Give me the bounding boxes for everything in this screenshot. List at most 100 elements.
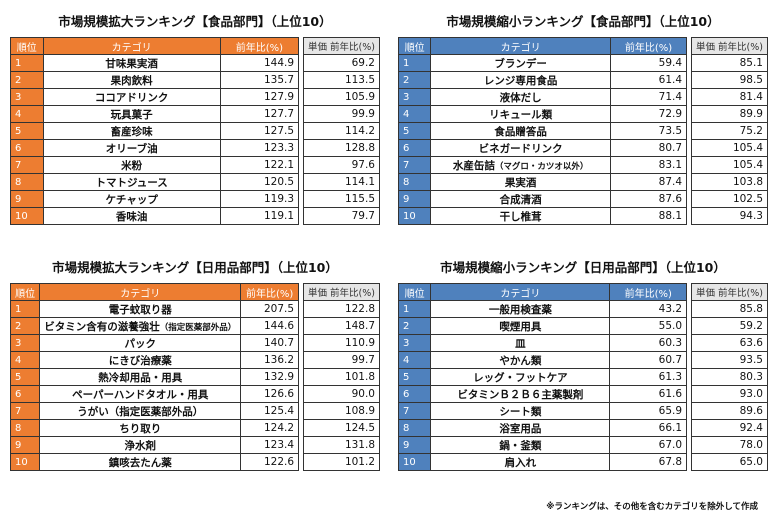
- rank-cell: 6: [397, 385, 432, 403]
- yoy-cell: 140.7: [240, 334, 300, 352]
- table-row: 115.5: [303, 190, 380, 208]
- rank-cell: 5: [9, 368, 41, 386]
- table-row: 105.4: [691, 156, 768, 174]
- rank-cell: 10: [397, 207, 432, 225]
- category-name: ちり取り: [119, 422, 162, 435]
- rank-cell: 1: [397, 300, 432, 318]
- table-row: 3 液体だし 71.4: [397, 88, 688, 106]
- panel-title: 市場規模縮小ランキング【日用品部門】（上位10）: [440, 260, 726, 275]
- unit-price-cell: 93.5: [691, 351, 768, 369]
- category-name: 合成清酒: [499, 193, 542, 206]
- table-row: 114.2: [303, 122, 380, 140]
- unit-price-cell: 93.0: [691, 385, 768, 403]
- category-cell: パック: [39, 334, 242, 352]
- category-name: ブランデー: [494, 57, 547, 70]
- category-cell: 浴室用品: [430, 419, 611, 437]
- category-cell: ブランデー: [430, 54, 612, 72]
- category-cell: 干し椎茸: [430, 207, 612, 225]
- rank-cell: 3: [10, 88, 44, 106]
- rank-header: 順位: [10, 37, 44, 55]
- category-cell: 食品贈答品: [430, 122, 612, 140]
- table-row: 85.8: [691, 300, 768, 318]
- yoy-cell: 135.7: [219, 71, 300, 89]
- category-name: 皿: [515, 337, 526, 350]
- category-name: リキュール類: [489, 108, 553, 121]
- category-cell: レッグ・フットケア: [430, 368, 611, 386]
- table-row: 10 肩入れ 67.8: [397, 453, 688, 471]
- table-row: 108.9: [303, 402, 380, 420]
- yoy-cell: 55.0: [609, 317, 688, 335]
- yoy-cell: 43.2: [609, 300, 688, 318]
- table-row: 10 干し椎茸 88.1: [397, 207, 688, 225]
- category-name: ケチャップ: [105, 193, 158, 206]
- table-row: 89.9: [691, 105, 768, 123]
- category-name: 玩具菓子: [110, 108, 153, 121]
- table-row: 1 ブランデー 59.4: [397, 54, 688, 72]
- table-row: 102.5: [691, 190, 768, 208]
- rank-cell: 2: [397, 71, 432, 89]
- unit-price-table: 単価 前年比(%) 85.1 98.5 81.4 89.9 75.2 105.4 105.4 1…: [691, 37, 768, 225]
- category-cell: ケチャップ: [42, 190, 221, 208]
- table-row: 8 果実酒 87.4: [397, 173, 688, 191]
- rank-cell: 4: [397, 105, 432, 123]
- category-name: 肩入れ: [504, 456, 537, 469]
- table-row: 8 トマトジュース 120.5: [10, 173, 300, 191]
- table-row: 6 オリーブ油 123.3: [10, 139, 300, 157]
- table-row: 75.2: [691, 122, 768, 140]
- yoy-cell: 124.2: [240, 419, 300, 437]
- yoy-cell: 61.3: [609, 368, 688, 386]
- rank-cell: 5: [10, 122, 44, 140]
- table-row: 99.9: [303, 105, 380, 123]
- table-row: 10 鎮咳去たん薬 122.6: [9, 453, 300, 471]
- table-row: 5 熱冷却用品・用具 132.9: [9, 368, 300, 386]
- category-cell: 果肉飲料: [42, 71, 221, 89]
- header-row: 順位 カテゴリ 前年比(%): [10, 37, 300, 55]
- unit-price-cell: 124.5: [303, 419, 380, 437]
- table-row: 9 合成清酒 87.6: [397, 190, 688, 208]
- unit-price-cell: 79.7: [303, 207, 380, 225]
- table-row: 3 皿 60.3: [397, 334, 688, 352]
- category-name: 香味油: [115, 210, 148, 223]
- unit-price-cell: 89.6: [691, 402, 768, 420]
- unit-price-cell: 59.2: [691, 317, 768, 335]
- category-cell: レンジ専用食品: [430, 71, 612, 89]
- rank-cell: 6: [9, 385, 41, 403]
- yoy-cell: 67.8: [609, 453, 688, 471]
- category-cell: 甘味果実酒: [42, 54, 221, 72]
- table-row: 10 香味油 119.1: [10, 207, 300, 225]
- yoy-cell: 136.2: [240, 351, 300, 369]
- table-row: 103.8: [691, 173, 768, 191]
- table-row: 4 にきび治療薬 136.2: [9, 351, 300, 369]
- rank-cell: 1: [10, 54, 44, 72]
- unit-price-cell: 102.5: [691, 190, 768, 208]
- unit-price-cell: 99.7: [303, 351, 380, 369]
- table-row: 4 リキュール類 72.9: [397, 105, 688, 123]
- unit-price-header: 単価 前年比(%): [303, 283, 380, 301]
- table-row: 93.0: [691, 385, 768, 403]
- table-row: 7 米粉 122.1: [10, 156, 300, 174]
- table-row: 2 喫煙用具 55.0: [397, 317, 688, 335]
- category-cell: オリーブ油: [42, 139, 221, 157]
- unit-price-cell: 148.7: [303, 317, 380, 335]
- table-row: 90.0: [303, 385, 380, 403]
- category-cell: 肩入れ: [430, 453, 611, 471]
- table-row: 92.4: [691, 419, 768, 437]
- category-name: 果実酒: [504, 176, 537, 189]
- ranking-table: 順位 カテゴリ 前年比(%) 1 甘味果実酒 144.9 2 果肉飲料 135.7 3 ココアドリン…: [10, 37, 300, 225]
- rank-cell: 9: [397, 190, 432, 208]
- unit-price-cell: 63.6: [691, 334, 768, 352]
- category-name: 浴室用品: [499, 422, 542, 435]
- unit-price-cell: 105.4: [691, 156, 768, 174]
- rank-cell: 7: [397, 402, 432, 420]
- unit-price-cell: 128.8: [303, 139, 380, 157]
- category-cell: 鎮咳去たん薬: [39, 453, 242, 471]
- table-row: 89.6: [691, 402, 768, 420]
- rank-header: 順位: [397, 283, 432, 301]
- table-row: 110.9: [303, 334, 380, 352]
- category-cell: 喫煙用具: [430, 317, 611, 335]
- category-name: オリーブ油: [105, 142, 158, 155]
- table-row: 9 浄水剤 123.4: [9, 436, 300, 454]
- unit-price-cell: 115.5: [303, 190, 380, 208]
- unit-price-cell: 90.0: [303, 385, 380, 403]
- yoy-cell: 119.1: [219, 207, 300, 225]
